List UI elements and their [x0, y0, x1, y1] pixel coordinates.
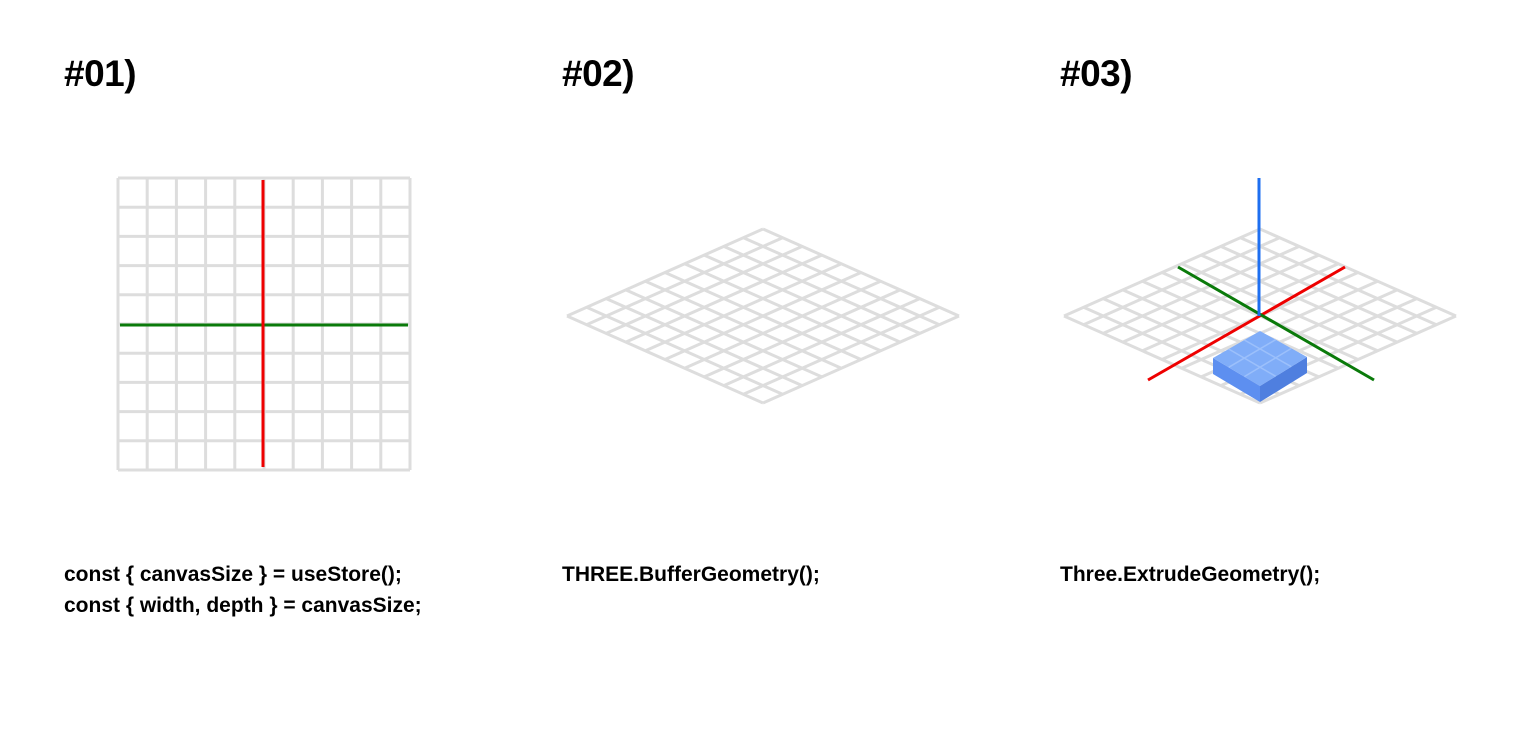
- grid-line: [742, 305, 941, 396]
- extruded-box: [1213, 331, 1307, 402]
- isometric-grid: [566, 227, 960, 405]
- panel-3-code-line-1: Three.ExtrudeGeometry();: [1060, 563, 1321, 586]
- grid-line: [723, 297, 921, 387]
- grid-line: [566, 314, 764, 405]
- box-grid-line: [1228, 348, 1277, 377]
- z-axis-line: [1177, 265, 1375, 382]
- grid-line: [1141, 279, 1340, 370]
- panel-1-title: #01): [64, 53, 137, 94]
- panel-3-title: #03): [1060, 53, 1133, 94]
- x-axis-line: [1147, 265, 1346, 382]
- grid-line: [762, 314, 960, 405]
- box-grid-line: [1243, 339, 1292, 368]
- grid-line: [1063, 314, 1261, 405]
- grid-line: [664, 271, 862, 361]
- grid-line: [625, 288, 823, 379]
- grid-line: [644, 279, 843, 370]
- panel-1-code-line-1: const { canvasSize } = useStore();: [64, 563, 402, 586]
- box-left-face: [1213, 358, 1260, 402]
- grid-line: [605, 297, 803, 387]
- panel-2-code-line-1: THREE.BufferGeometry();: [562, 563, 820, 586]
- grid-line: [683, 279, 882, 370]
- grid-line: [1259, 314, 1457, 405]
- grid-line: [585, 305, 784, 396]
- grid-line: [703, 288, 901, 379]
- box-grid-line: [1243, 347, 1292, 378]
- box-right-face: [1260, 357, 1307, 402]
- box-grid-line: [1228, 339, 1277, 368]
- box-top-face: [1213, 331, 1307, 386]
- panel-2-title: #02): [562, 53, 635, 94]
- panel-1-code-line-2: const { width, depth } = canvasSize;: [64, 594, 422, 617]
